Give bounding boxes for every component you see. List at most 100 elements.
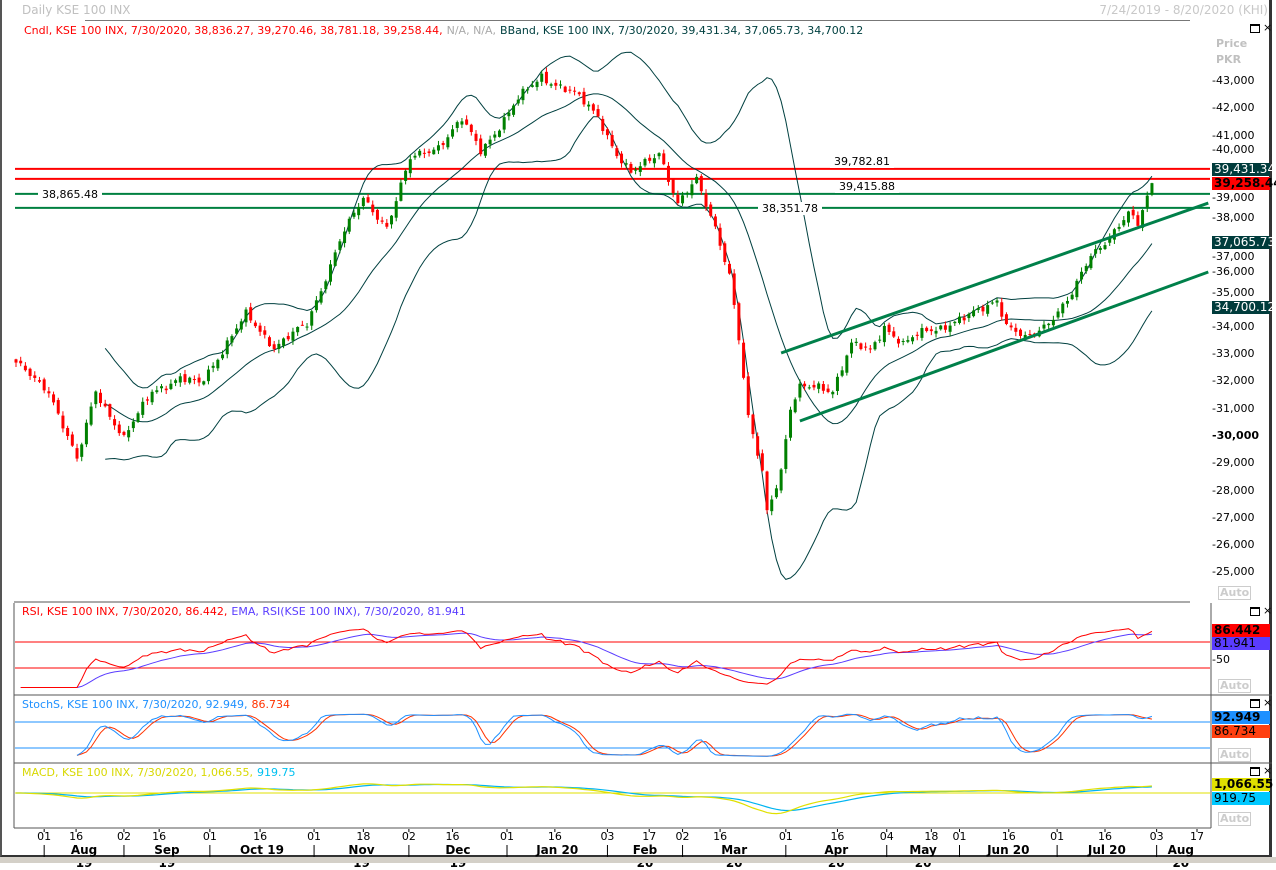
candle-body <box>113 419 117 426</box>
candle-body <box>577 92 581 95</box>
status-bar <box>0 857 1276 863</box>
price-axis-title: Price PKR <box>1216 36 1247 68</box>
maximize-pane-button[interactable] <box>1250 23 1260 33</box>
price-tick-label: -39,000 <box>1212 191 1255 205</box>
level-label: 38,351.78 <box>758 201 822 215</box>
candle-body <box>957 316 961 323</box>
close-pane-button[interactable]: × <box>1263 604 1276 617</box>
candle-body <box>1065 300 1069 304</box>
candle-body <box>89 406 93 425</box>
candle-body <box>286 336 290 340</box>
time-tick-label: 01 <box>37 830 52 843</box>
candle-body <box>47 391 51 394</box>
candle-body <box>258 325 262 332</box>
close-pane-button[interactable]: × <box>1263 696 1276 709</box>
candle-body <box>225 340 229 355</box>
candle-body <box>765 471 769 511</box>
candle-body <box>915 334 919 336</box>
candle-body <box>352 212 356 217</box>
candle-body <box>399 182 403 201</box>
candle-body <box>920 328 924 338</box>
candle-body <box>1136 215 1140 226</box>
candle-legend: Cndl, KSE 100 INX, 7/30/2020, 38,836.27,… <box>24 24 443 37</box>
candle-body <box>1089 256 1093 269</box>
bollinger-upper-band <box>104 51 1153 389</box>
candle-body <box>460 121 464 125</box>
candle-body <box>737 303 741 341</box>
stoch-d-legend: 86.734 <box>251 698 291 711</box>
candle-body <box>145 399 149 401</box>
candle-body <box>573 90 577 92</box>
candle-body <box>183 374 187 383</box>
candle-body <box>277 343 281 349</box>
time-tick-label: 01 <box>1050 830 1065 843</box>
channel-lower-line <box>799 270 1209 423</box>
candle-body <box>80 444 84 457</box>
time-tick-label: 01 <box>499 830 514 843</box>
candle-body <box>784 439 788 469</box>
stoch-auto-scale-button[interactable]: Auto <box>1218 748 1252 762</box>
candle-body <box>192 379 196 381</box>
candle-body <box>451 129 455 137</box>
date-range: 7/24/2019 - 8/20/2020 (KHI) <box>1099 3 1268 17</box>
candle-body <box>469 124 473 133</box>
candle-body <box>131 421 135 429</box>
candle-body <box>751 414 755 435</box>
candle-body <box>263 330 267 335</box>
candle-body <box>197 377 201 383</box>
month-label: Jul 20 <box>1087 843 1126 857</box>
candle-body <box>817 383 821 389</box>
candle-body <box>1028 333 1032 335</box>
candle-body <box>981 306 985 312</box>
candle-body <box>432 149 436 155</box>
candle-body <box>896 338 900 344</box>
month-label: Mar 20 <box>721 843 748 870</box>
price-tick-label: -40,000 <box>1212 142 1255 156</box>
price-legend: Cndl, KSE 100 INX, 7/30/2020, 38,836.27,… <box>24 24 867 37</box>
candle-body <box>155 390 159 393</box>
close-pane-button[interactable]: × <box>1263 21 1276 34</box>
candle-body <box>291 331 295 341</box>
candle-body <box>887 324 891 333</box>
candle-body <box>540 73 544 82</box>
candle-body <box>695 176 699 184</box>
time-tick-label: 18 <box>356 830 371 843</box>
macd-line <box>16 783 1152 815</box>
price-auto-scale-button[interactable]: Auto <box>1218 586 1252 600</box>
candle-body <box>615 148 619 157</box>
bb-upper-badge: 39,431.34 <box>1212 162 1276 176</box>
candle-body <box>859 343 863 350</box>
candle-body <box>52 394 56 403</box>
candle-body <box>474 133 478 141</box>
candle-body <box>929 329 933 332</box>
time-tick-label: 02 <box>116 830 131 843</box>
month-label: Apr 20 <box>824 843 849 870</box>
macd-legend-value: MACD, KSE 100 INX, 7/30/2020, 1,066.55, <box>22 766 253 779</box>
candle-body <box>282 338 286 346</box>
candle-body <box>174 380 178 383</box>
candle-body <box>582 91 586 105</box>
candle-body <box>380 220 384 222</box>
maximize-pane-button[interactable] <box>1250 766 1260 776</box>
price-tick-label: -35,000 <box>1212 286 1255 300</box>
time-tick-label: 16 <box>152 830 167 843</box>
candle-body <box>882 325 886 343</box>
time-tick-label: 03 <box>1149 830 1164 843</box>
candle-body <box>465 119 469 125</box>
candle-body <box>1141 210 1145 228</box>
candle-body <box>657 153 661 157</box>
close-pane-button[interactable]: × <box>1263 764 1276 777</box>
candle-body <box>906 340 910 342</box>
candle-body <box>835 376 839 392</box>
maximize-pane-button[interactable] <box>1250 698 1260 708</box>
candle-body <box>544 71 548 84</box>
candle-body <box>28 368 32 376</box>
macd-auto-scale-button[interactable]: Auto <box>1218 812 1252 826</box>
maximize-pane-button[interactable] <box>1250 606 1260 616</box>
rsi-auto-scale-button[interactable]: Auto <box>1218 679 1252 693</box>
candle-body <box>596 109 600 117</box>
candle-body <box>1080 271 1084 280</box>
candle-body <box>850 342 854 354</box>
rsi-ema-line <box>20 632 1152 688</box>
